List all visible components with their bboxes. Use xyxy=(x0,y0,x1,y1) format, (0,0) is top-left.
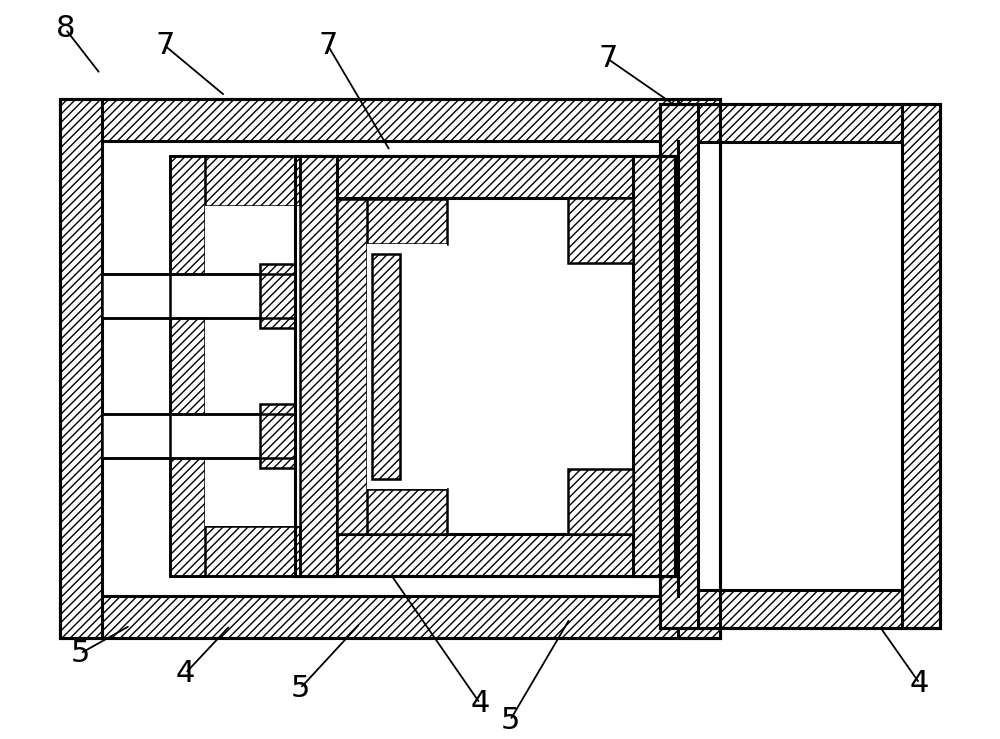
Bar xyxy=(102,273,295,318)
Bar xyxy=(295,156,337,576)
Bar xyxy=(102,414,295,457)
Bar xyxy=(372,253,400,479)
Bar xyxy=(367,244,447,488)
Bar xyxy=(170,525,300,576)
Bar xyxy=(660,104,698,628)
Text: 7: 7 xyxy=(598,44,618,73)
Bar xyxy=(295,534,675,576)
Bar xyxy=(660,104,940,628)
Bar xyxy=(60,99,102,638)
Bar xyxy=(337,488,447,534)
Bar xyxy=(337,199,367,534)
Bar xyxy=(568,198,633,263)
Bar xyxy=(902,104,940,628)
Bar xyxy=(260,403,295,468)
Text: 4: 4 xyxy=(470,689,490,718)
Bar xyxy=(60,596,720,638)
Bar xyxy=(660,104,940,142)
Bar xyxy=(60,99,720,141)
Bar xyxy=(102,141,678,596)
Bar xyxy=(337,199,447,244)
Text: 7: 7 xyxy=(156,32,175,61)
Text: 5: 5 xyxy=(71,639,90,668)
Text: 4: 4 xyxy=(910,669,929,698)
Text: 8: 8 xyxy=(56,15,75,44)
Bar xyxy=(170,156,205,576)
Bar xyxy=(568,469,633,534)
Bar xyxy=(102,141,780,596)
Bar xyxy=(205,206,300,525)
Bar xyxy=(678,99,720,141)
Bar xyxy=(633,156,675,576)
Text: 7: 7 xyxy=(318,32,338,61)
Bar xyxy=(60,99,720,638)
Text: 5: 5 xyxy=(290,674,310,703)
Bar xyxy=(337,198,633,534)
Bar xyxy=(660,590,940,628)
Bar xyxy=(170,156,300,576)
Bar xyxy=(295,156,675,576)
Bar xyxy=(260,264,295,327)
Bar xyxy=(295,156,675,198)
Text: 5: 5 xyxy=(500,706,520,735)
Text: 4: 4 xyxy=(176,659,195,688)
Bar xyxy=(698,142,902,590)
Bar xyxy=(170,156,300,206)
Bar xyxy=(678,596,720,638)
